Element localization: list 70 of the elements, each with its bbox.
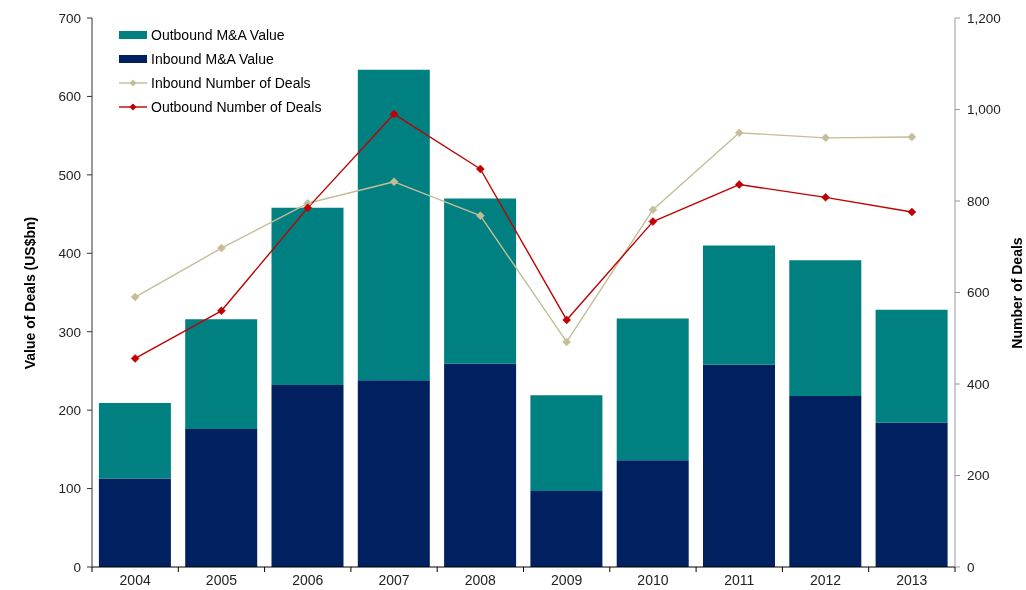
y2-tick-label: 800 xyxy=(967,193,990,209)
bar xyxy=(616,318,689,461)
legend-label: Outbound Number of Deals xyxy=(151,99,322,115)
bar xyxy=(530,490,603,567)
x-tick-label: 2007 xyxy=(378,571,410,588)
y-tick-label: 400 xyxy=(58,246,81,262)
bar xyxy=(357,380,430,567)
y2-tick-label: 400 xyxy=(967,376,990,392)
bar xyxy=(444,363,517,567)
bar xyxy=(789,260,862,397)
point xyxy=(562,315,571,325)
y2-tick-label: 0 xyxy=(967,559,975,575)
y-axis-title: Value of Deals (US$bn) xyxy=(22,216,38,369)
bar xyxy=(530,395,603,491)
x-tick-label: 2005 xyxy=(205,571,238,588)
bar xyxy=(271,207,344,386)
bar xyxy=(616,460,689,567)
point xyxy=(217,306,226,316)
bar xyxy=(185,428,258,567)
x-tick-label: 2010 xyxy=(637,571,669,588)
bar xyxy=(789,396,862,567)
point xyxy=(562,337,571,347)
point xyxy=(303,203,312,213)
x-tick-label: 2006 xyxy=(292,571,324,588)
x-tick-label: 2013 xyxy=(896,571,928,588)
y-tick-label: 0 xyxy=(73,559,81,575)
x-tick-label: 2011 xyxy=(724,571,755,588)
bar xyxy=(185,319,258,429)
legend-label: Inbound Number of Deals xyxy=(151,75,311,91)
point xyxy=(476,164,485,174)
y-tick-label: 500 xyxy=(58,167,81,183)
point xyxy=(907,207,917,217)
point xyxy=(389,177,399,187)
bar xyxy=(271,385,344,567)
bar xyxy=(98,478,171,567)
point xyxy=(735,128,744,138)
legend-label: Outbound M&A Value xyxy=(151,27,285,43)
bar xyxy=(875,422,948,567)
bar xyxy=(444,198,517,364)
y2-tick-label: 600 xyxy=(967,285,990,301)
y2-tick-label: 1,000 xyxy=(967,102,1001,118)
x-tick-label: 2009 xyxy=(551,571,583,588)
y2-axis-title: Number of Deals xyxy=(1009,236,1025,349)
point xyxy=(389,109,399,119)
bar xyxy=(875,309,948,423)
bar xyxy=(703,245,775,365)
point xyxy=(476,211,485,220)
x-tick-label: 2012 xyxy=(809,571,842,588)
bar xyxy=(357,69,430,381)
y-tick-label: 300 xyxy=(58,324,81,340)
y2-tick-label: 1,200 xyxy=(967,10,1001,26)
point xyxy=(821,133,830,143)
point xyxy=(648,205,658,214)
point xyxy=(735,180,744,189)
x-tick-label: 2008 xyxy=(464,571,497,588)
bar xyxy=(98,403,171,479)
x-tick-label: 2004 xyxy=(119,571,151,588)
y-tick-label: 200 xyxy=(58,402,81,418)
point xyxy=(648,217,658,226)
bar xyxy=(703,364,775,567)
point xyxy=(821,193,830,202)
y-tick-label: 700 xyxy=(58,10,81,26)
point xyxy=(130,292,140,302)
y2-tick-label: 200 xyxy=(967,468,990,484)
point xyxy=(907,132,917,142)
point xyxy=(130,354,140,363)
point xyxy=(217,243,226,253)
y-tick-label: 600 xyxy=(58,89,81,105)
y-tick-label: 100 xyxy=(58,481,81,497)
legend-label: Inbound M&A Value xyxy=(151,51,274,67)
